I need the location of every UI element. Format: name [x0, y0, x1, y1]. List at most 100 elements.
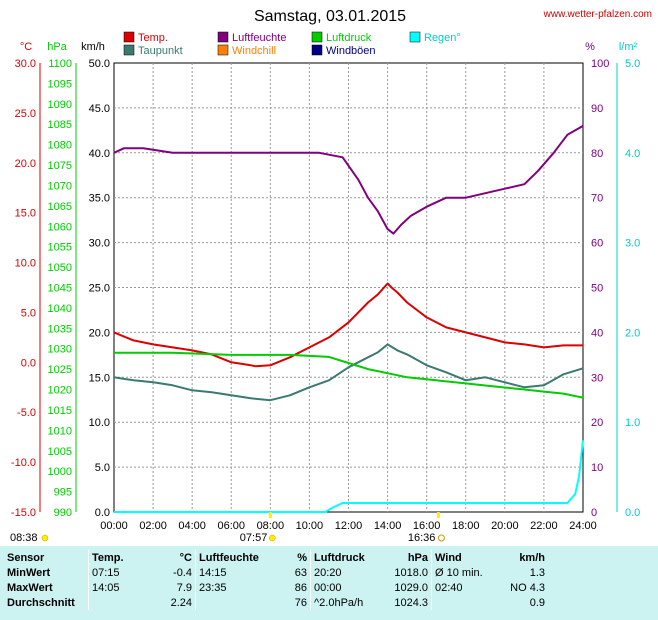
temp-tick-label: 10.0 — [15, 258, 36, 270]
temp-time: 14:05 — [88, 580, 153, 595]
temp-value: 2.24 — [170, 596, 192, 609]
sun-icon — [41, 534, 49, 542]
pressure-tick-label: 1050 — [48, 262, 72, 274]
x-tick-label: 00:00 — [100, 520, 128, 532]
sun-icon — [269, 534, 276, 542]
time-markers: 08:38 07:57 16:36 — [10, 512, 445, 544]
rain-tick-label: 2.0 — [625, 327, 640, 339]
sunrise-label: 08:38 — [10, 532, 38, 544]
x-tick-label: 22:00 — [530, 520, 558, 532]
temp-axis-unit: °C — [20, 41, 32, 53]
header-temp-unit: °C — [179, 551, 192, 564]
wind-tick-label: 20.0 — [89, 327, 110, 339]
temp-tick-label: -15.0 — [11, 507, 36, 519]
humidity-tick-label: 20 — [591, 417, 603, 429]
tick-labels: 30.0 25.0 20.0 15.0 10.0 5.0 0.0 -5.0 -10.0 -15.0… — [11, 58, 640, 532]
pressure-tick-label: 1090 — [48, 99, 72, 111]
legend: Temp. Luftfeuchte Luftdruck Regen° Taupunkt W… — [123, 31, 461, 57]
pressure-tick-label: 1010 — [48, 425, 72, 437]
pressure-tick-label: 1075 — [48, 160, 72, 172]
pressure-time: ^2.0hPa/h — [310, 595, 383, 610]
wind-value: NO 4.3 — [510, 581, 545, 594]
series-lines — [113, 125, 584, 513]
x-tick-label: 10:00 — [296, 520, 324, 532]
wind-time — [431, 595, 496, 610]
wind-tick-label: 35.0 — [89, 193, 110, 205]
legend-label: Regen° — [424, 32, 461, 44]
statistics-table: Sensor Temp. °C Luftfeuchte % Luftdruck … — [4, 550, 548, 610]
humidity-tick-label: 70 — [591, 193, 603, 205]
header-pressure: Luftdruck — [310, 550, 383, 565]
humidity-value: 76 — [294, 596, 307, 609]
rain-tick-label: 0.0 — [625, 507, 640, 519]
temp-time — [88, 595, 153, 610]
temp-tick-label: 20.0 — [15, 158, 36, 170]
pressure-value: 1024.3 — [394, 596, 428, 609]
x-tick-label: 02:00 — [139, 520, 167, 532]
site-link[interactable]: www.wetter-pfalzen.com — [543, 9, 652, 20]
pressure-time: 20:20 — [310, 565, 383, 580]
wind-value: 1.3 — [529, 566, 545, 579]
humidity-time — [195, 595, 282, 610]
x-tick-label: 04:00 — [178, 520, 206, 532]
pressure-tick-label: 1000 — [48, 466, 72, 478]
humidity-tick-label: 40 — [591, 327, 603, 339]
pressure-tick-label: 990 — [54, 507, 72, 519]
x-tick-label: 20:00 — [491, 520, 519, 532]
x-tick-label: 14:00 — [374, 520, 402, 532]
temp-value: 7.9 — [176, 581, 192, 594]
wind-tick-label: 25.0 — [89, 283, 110, 295]
humidity-time: 23:35 — [195, 580, 282, 595]
pressure-tick-label: 1015 — [48, 405, 72, 417]
header-wind-unit: km/h — [519, 551, 545, 564]
x-tick-label: 12:00 — [335, 520, 363, 532]
pressure-value: 1018.0 — [394, 566, 428, 579]
legend-label: Windchill — [232, 45, 276, 57]
legend-swatch — [217, 31, 229, 43]
wind-time: Ø 10 min. — [431, 565, 496, 580]
pressure-tick-label: 1045 — [48, 283, 72, 295]
humidity-tick-label: 100 — [591, 58, 609, 70]
grid — [39, 62, 618, 513]
humidity-tick-label: 60 — [591, 238, 603, 250]
legend-swatch — [311, 44, 323, 56]
rain-tick-label: 5.0 — [625, 58, 640, 70]
pressure-tick-label: 1030 — [48, 344, 72, 356]
wind-tick-label: 10.0 — [89, 417, 110, 429]
min-marker-label: 07:57 — [240, 532, 268, 544]
temp-tick-label: -5.0 — [17, 407, 36, 419]
pressure-tick-label: 1060 — [48, 221, 72, 233]
legend-label: Windböen — [326, 45, 376, 57]
pressure-tick-label: 1085 — [48, 119, 72, 131]
chart-title: Samstag, 03.01.2015 — [254, 8, 406, 25]
rain-tick-label: 4.0 — [625, 148, 640, 160]
wind-tick-label: 30.0 — [89, 238, 110, 250]
header-humidity-unit: % — [297, 551, 307, 564]
pressure-value: 1029.0 — [394, 581, 428, 594]
legend-swatch — [123, 31, 135, 43]
humidity-tick-label: 30 — [591, 372, 603, 384]
x-tick-label: 06:00 — [217, 520, 245, 532]
wind-tick-label: 15.0 — [89, 372, 110, 384]
weather-chart: Samstag, 03.01.2015 www.wetter-pfalzen.c… — [10, 8, 652, 544]
x-tick-label: 16:00 — [413, 520, 441, 532]
row-label: MaxWert — [7, 581, 53, 594]
temp-tick-label: 5.0 — [21, 307, 36, 319]
pressure-tick-label: 1095 — [48, 78, 72, 90]
pressure-time: 00:00 — [310, 580, 383, 595]
humidity-axis-unit: % — [585, 41, 595, 53]
pressure-tick-label: 1005 — [48, 446, 72, 458]
x-tick-label: 08:00 — [257, 520, 285, 532]
stats-row-max: MaxWert 14:05 7.9 23:35 86 00:00 1029.0 … — [4, 580, 548, 595]
pressure-tick-label: 995 — [54, 487, 72, 499]
series-taupunkt — [113, 343, 584, 402]
row-label: Durchschnitt — [7, 596, 75, 609]
header-sensor: Sensor — [7, 551, 45, 564]
pressure-tick-label: 1100 — [48, 58, 72, 70]
series-regen — [114, 440, 584, 513]
legend-swatch — [123, 44, 135, 56]
wind-tick-label: 5.0 — [95, 462, 110, 474]
axis-units: °C hPa km/h% l/m² — [20, 41, 638, 53]
pressure-tick-label: 1025 — [48, 364, 72, 376]
wind-tick-label: 40.0 — [89, 148, 110, 160]
